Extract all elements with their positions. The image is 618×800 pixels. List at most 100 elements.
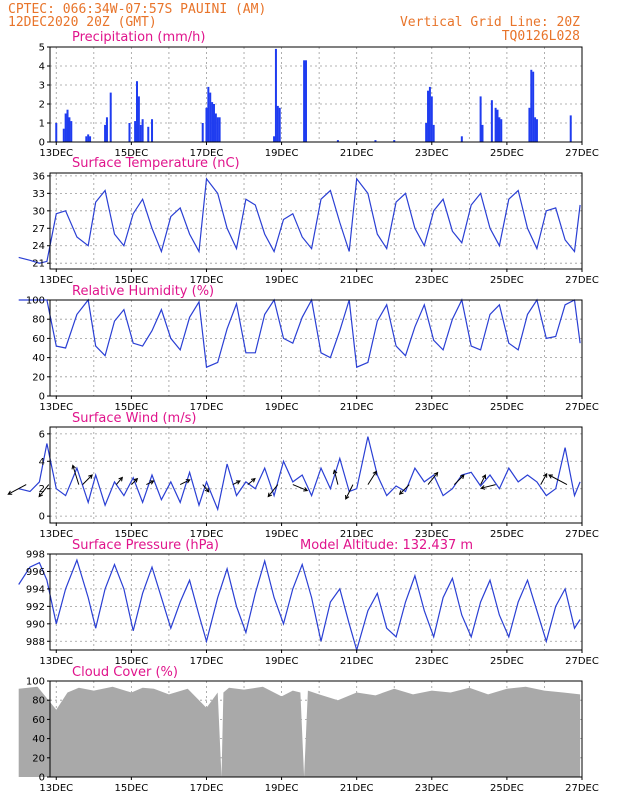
header-model: TQ0126L028 (502, 29, 580, 44)
precip-bar (211, 102, 214, 142)
panel-title: Surface Wind (m/s) (72, 411, 196, 426)
x-tick-label: 13DEC (39, 275, 73, 286)
y-tick-label: 4 (39, 457, 45, 468)
series-line (18, 436, 581, 512)
x-tick-label: 27DEC (565, 783, 599, 794)
wind-arrow (146, 480, 155, 486)
y-tick-label: 80 (32, 696, 45, 707)
wind-arrow (179, 479, 191, 486)
panel-frame (49, 172, 583, 270)
precip-bar (62, 128, 65, 142)
precip-bar (66, 109, 69, 142)
y-tick-label: 24 (32, 241, 45, 252)
y-tick-label: 80 (32, 315, 45, 326)
panel-title: Relative Humidity (%) (72, 284, 214, 299)
precip-bar (139, 124, 142, 142)
x-tick-label: 13DEC (39, 656, 73, 667)
y-tick-label: 20 (32, 372, 45, 383)
y-tick-label: 33 (32, 189, 45, 200)
x-tick-label: 13DEC (39, 783, 73, 794)
precip-bar (64, 113, 67, 142)
y-tick-label: 36 (32, 171, 45, 182)
precip-bar (68, 117, 71, 142)
y-tick-label: 988 (26, 637, 45, 648)
x-tick-label: 21DEC (340, 148, 374, 159)
series-line (18, 298, 581, 369)
precip-bar (70, 121, 73, 142)
x-tick-label: 15DEC (114, 148, 148, 159)
precip-bar (274, 48, 277, 142)
y-tick-label: 2 (39, 484, 45, 495)
precip-bar (141, 119, 144, 142)
wind-arrow (38, 484, 50, 498)
x-tick-label: 13DEC (39, 402, 73, 413)
y-tick-label: 0 (39, 138, 45, 149)
y-tick-label: 60 (32, 334, 45, 345)
wind-arrow (398, 484, 410, 495)
precip-bar (207, 86, 210, 142)
y-tick-label: 40 (32, 353, 45, 364)
x-tick-label: 17DEC (190, 148, 224, 159)
precip-bar (481, 124, 484, 142)
wind-arrow (540, 472, 548, 485)
precip-bar (496, 109, 499, 142)
panel-frame (49, 426, 583, 524)
panel-frame (49, 46, 583, 143)
precip-bar (109, 92, 112, 142)
x-tick-label: 25DEC (490, 275, 524, 286)
wind-arrow (453, 474, 465, 485)
wind-arrow (480, 484, 496, 490)
y-tick-label: 30 (32, 206, 45, 217)
panel-0: 0 1 2 3 4 5 13DEC 15DEC 17DEC 19DEC 21DEC 23DEC 25DE… (39, 30, 599, 159)
precip-bar (374, 140, 377, 142)
precip-bar (532, 71, 535, 142)
x-tick-label: 19DEC (265, 656, 299, 667)
x-tick-label: 25DEC (490, 529, 524, 540)
wind-arrow (292, 484, 309, 492)
y-tick-label: 0 (39, 392, 45, 403)
x-tick-label: 17DEC (190, 529, 224, 540)
x-tick-label: 21DEC (340, 656, 374, 667)
precip-bar (530, 69, 533, 142)
y-tick-label: 100 (26, 296, 45, 307)
precip-bar (393, 140, 396, 142)
precip-bar (430, 96, 433, 142)
y-tick-label: 0 (39, 773, 45, 784)
precip-bar (85, 136, 88, 142)
y-tick-label: 21 (32, 259, 45, 270)
precip-bar (336, 140, 339, 142)
wind-arrow (367, 470, 377, 485)
x-tick-label: 17DEC (190, 656, 224, 667)
precip-bar (209, 92, 212, 142)
y-tick-label: 20 (32, 753, 45, 764)
wind-arrow (115, 476, 124, 485)
y-tick-label: 992 (26, 602, 45, 613)
x-tick-label: 27DEC (565, 148, 599, 159)
precip-bar (214, 113, 217, 142)
precip-bar (205, 107, 208, 142)
y-tick-label: 0 (39, 512, 45, 523)
y-tick-label: 3 (39, 81, 45, 92)
wind-arrow (131, 477, 139, 485)
x-tick-label: 23DEC (415, 656, 449, 667)
header-location: CPTEC: 066:34W-07:57S PAUINI (AM) (8, 2, 266, 17)
x-tick-label: 13DEC (39, 529, 73, 540)
precip-bar (89, 136, 92, 142)
y-tick-label: 40 (32, 734, 45, 745)
panels: 0 1 2 3 4 5 13DEC 15DEC 17DEC 19DEC 21DEC 23DEC 25DE… (7, 30, 599, 794)
y-tick-label: 27 (32, 224, 45, 235)
wind-arrow (548, 474, 568, 486)
header-grid-line: Vertical Grid Line: 20Z (400, 15, 580, 30)
y-tick-label: 5 (39, 43, 45, 54)
x-tick-label: 25DEC (490, 656, 524, 667)
precip-bar (304, 60, 307, 142)
x-tick-label: 15DEC (114, 656, 148, 667)
panel-4: 988 990 992 994 996 998 13DEC 15DEC 17DEC 19DEC 21… (18, 538, 599, 667)
panel-title: Surface Pressure (hPa) (72, 538, 219, 553)
precip-bar (498, 117, 501, 142)
precip-bar (151, 119, 154, 142)
x-tick-label: 15DEC (114, 529, 148, 540)
x-tick-label: 23DEC (415, 148, 449, 159)
x-tick-label: 19DEC (265, 529, 299, 540)
wind-arrow (480, 474, 487, 485)
